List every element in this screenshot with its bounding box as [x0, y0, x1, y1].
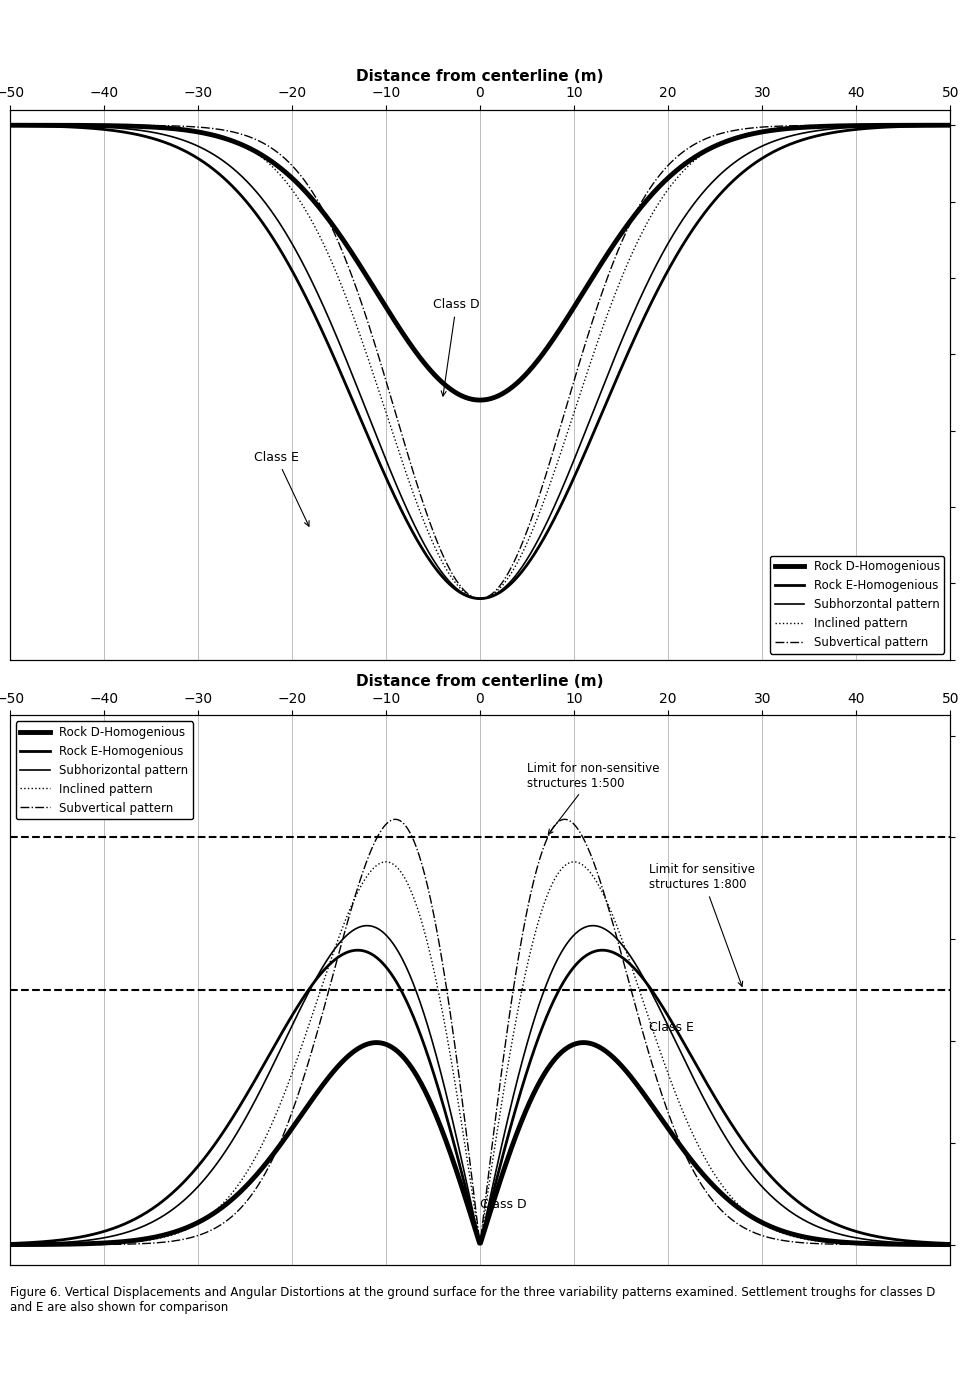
Text: Class D: Class D — [433, 298, 480, 396]
Text: Figure 6. Vertical Displacements and Angular Distortions at the ground surface f: Figure 6. Vertical Displacements and Ang… — [10, 1286, 935, 1313]
Text: TA NEA THE EEEEFM – Ar. 11 - ΔEKEMBPIOΣ 2007: TA NEA THE EEEEFM – Ar. 11 - ΔEKEMBPIOΣ … — [19, 1342, 435, 1356]
Text: Class E: Class E — [649, 1020, 694, 1034]
Text: Class D: Class D — [480, 1198, 527, 1211]
X-axis label: Distance from centerline (m): Distance from centerline (m) — [356, 674, 604, 689]
Legend: Rock D-Homogenious, Rock E-Homogenious, Subhorizontal pattern, Inclined pattern,: Rock D-Homogenious, Rock E-Homogenious, … — [15, 722, 193, 819]
Text: Σελίδα 6: Σελίδα 6 — [870, 1342, 941, 1356]
Text: Limit for non-sensitive
structures 1:500: Limit for non-sensitive structures 1:500 — [527, 762, 660, 835]
X-axis label: Distance from centerline (m): Distance from centerline (m) — [356, 69, 604, 84]
Text: Class E: Class E — [254, 451, 309, 527]
Text: Limit for sensitive
structures 1:800: Limit for sensitive structures 1:800 — [649, 864, 756, 986]
Legend: Rock D-Homogenious, Rock E-Homogenious, Subhorzontal pattern, Inclined pattern, : Rock D-Homogenious, Rock E-Homogenious, … — [770, 556, 945, 653]
